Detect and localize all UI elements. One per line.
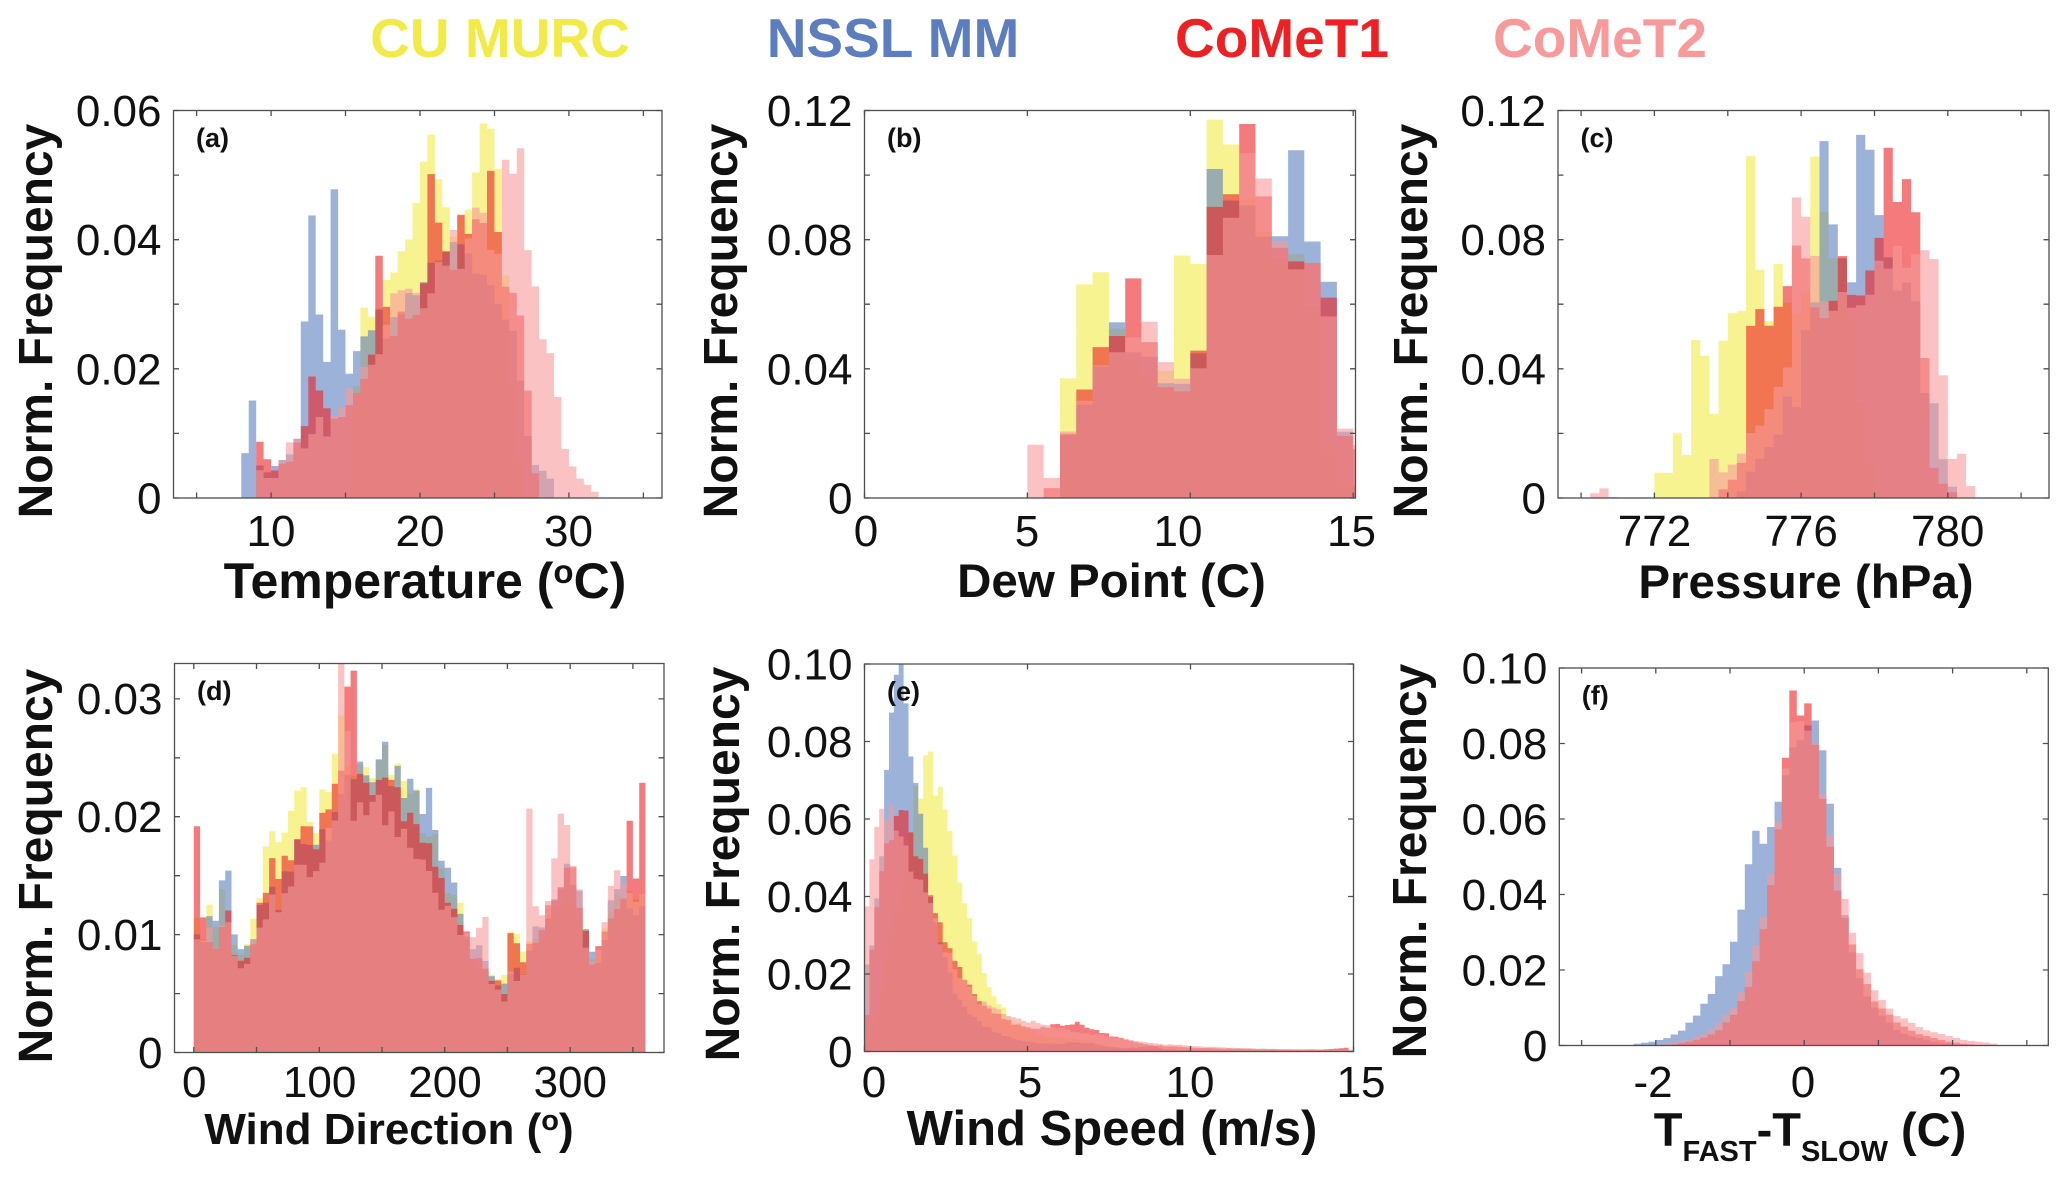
svg-text:0.02: 0.02 — [77, 793, 163, 842]
svg-text:5: 5 — [1018, 1058, 1042, 1107]
svg-text:Norm. Frequency: Norm. Frequency — [697, 666, 750, 1061]
svg-text:0.04: 0.04 — [767, 345, 853, 394]
svg-text:-2: -2 — [1633, 1058, 1672, 1107]
svg-text:5: 5 — [1015, 507, 1039, 556]
svg-text:0.04: 0.04 — [76, 216, 162, 265]
svg-text:Dew Point (C): Dew Point (C) — [957, 555, 1266, 608]
svg-text:(a): (a) — [196, 123, 229, 153]
svg-text:780: 780 — [1911, 507, 1984, 556]
svg-text:0.08: 0.08 — [767, 216, 853, 265]
svg-text:0: 0 — [137, 475, 161, 524]
svg-text:Norm. Frequency: Norm. Frequency — [1384, 663, 1437, 1058]
svg-text:0.02: 0.02 — [76, 345, 162, 394]
svg-text:776: 776 — [1764, 507, 1837, 556]
svg-text:772: 772 — [1618, 507, 1691, 556]
svg-text:10: 10 — [247, 507, 296, 556]
svg-text:0.04: 0.04 — [767, 873, 853, 922]
svg-text:0.06: 0.06 — [1462, 796, 1548, 845]
svg-text:15: 15 — [1327, 507, 1376, 556]
svg-text:(d): (d) — [197, 676, 231, 706]
svg-text:Norm. Frequency: Norm. Frequency — [10, 123, 63, 518]
svg-text:CoMeT2: CoMeT2 — [1493, 7, 1707, 69]
svg-text:10: 10 — [1154, 507, 1203, 556]
svg-text:0.06: 0.06 — [76, 87, 162, 136]
svg-text:0: 0 — [1523, 1022, 1547, 1071]
svg-text:0.06: 0.06 — [767, 796, 853, 845]
svg-text:10: 10 — [1166, 1058, 1215, 1107]
svg-text:0.02: 0.02 — [1462, 947, 1548, 996]
svg-text:Pressure (hPa): Pressure (hPa) — [1638, 556, 1973, 609]
svg-text:Norm. Frequency: Norm. Frequency — [695, 123, 748, 518]
svg-text:0.01: 0.01 — [77, 911, 163, 960]
svg-text:15: 15 — [1337, 1058, 1386, 1107]
svg-text:0: 0 — [1791, 1058, 1815, 1107]
svg-text:0.04: 0.04 — [1460, 345, 1546, 394]
svg-text:100: 100 — [283, 1058, 356, 1107]
svg-text:0.10: 0.10 — [767, 641, 853, 690]
svg-text:300: 300 — [534, 1058, 607, 1107]
svg-text:0: 0 — [828, 475, 852, 524]
svg-text:Wind Direction (o): Wind Direction (o) — [204, 1105, 573, 1154]
svg-text:0: 0 — [828, 1028, 852, 1077]
svg-text:0.12: 0.12 — [767, 87, 853, 136]
svg-text:CU MURC: CU MURC — [370, 7, 630, 69]
svg-text:0.08: 0.08 — [1460, 216, 1546, 265]
svg-text:0: 0 — [854, 507, 878, 556]
svg-text:0.08: 0.08 — [1462, 720, 1548, 769]
svg-text:0: 0 — [1522, 475, 1546, 524]
svg-text:Wind Speed (m/s): Wind Speed (m/s) — [907, 1102, 1318, 1156]
svg-text:(b): (b) — [887, 123, 921, 153]
svg-text:20: 20 — [396, 507, 445, 556]
svg-text:0: 0 — [138, 1029, 162, 1078]
svg-text:0.02: 0.02 — [767, 951, 853, 1000]
svg-text:NSSL MM: NSSL MM — [767, 7, 1020, 69]
svg-text:0.08: 0.08 — [767, 718, 853, 767]
svg-text:0.04: 0.04 — [1462, 871, 1548, 920]
svg-text:(f): (f) — [1582, 681, 1609, 711]
svg-text:2: 2 — [1938, 1058, 1962, 1107]
svg-text:0: 0 — [182, 1058, 206, 1107]
svg-text:0.12: 0.12 — [1460, 87, 1546, 136]
svg-text:0.03: 0.03 — [77, 675, 163, 724]
svg-text:(e): (e) — [887, 677, 920, 707]
svg-text:30: 30 — [544, 507, 593, 556]
svg-text:CoMeT1: CoMeT1 — [1175, 7, 1389, 69]
svg-text:Norm. Frequency: Norm. Frequency — [10, 668, 63, 1063]
svg-text:0: 0 — [862, 1058, 886, 1107]
svg-text:(c): (c) — [1581, 123, 1614, 153]
svg-text:Norm. Frequency: Norm. Frequency — [1385, 123, 1438, 518]
svg-text:0.10: 0.10 — [1462, 645, 1548, 694]
svg-text:200: 200 — [408, 1058, 481, 1107]
